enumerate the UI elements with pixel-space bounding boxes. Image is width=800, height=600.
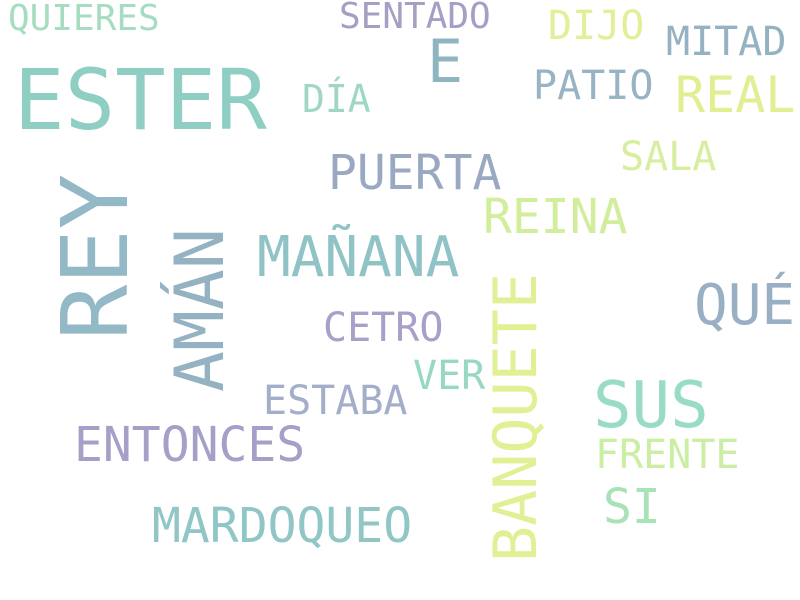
word-puerta: PUERTA — [328, 145, 502, 201]
word-quieres: QUIERES — [8, 0, 160, 39]
word-ester: ESTER — [14, 51, 267, 149]
word-aman: AMÁN — [161, 228, 240, 392]
word-banquete: BANQUETE — [481, 273, 551, 562]
word-si: SI — [603, 479, 661, 535]
word-entonces: ENTONCES — [74, 417, 306, 473]
word-sus: SUS — [593, 369, 709, 443]
word-e: E — [427, 27, 464, 97]
word-sentado: SENTADO — [339, 0, 491, 37]
word-cetro: CETRO — [323, 305, 444, 351]
word-reina: REINA — [483, 189, 628, 245]
word-que: QUÉ — [694, 273, 796, 338]
word-ver: VER — [413, 353, 486, 399]
word-mitad: MITAD — [666, 19, 787, 65]
word-estaba: ESTABA — [263, 378, 408, 424]
word-mardoqueo: MARDOQUEO — [152, 498, 413, 554]
word-patio: PATIO — [533, 63, 654, 109]
word-frente: FRENTE — [595, 432, 740, 478]
word-sala: SALA — [620, 134, 717, 180]
word-dia: DÍA — [302, 77, 371, 121]
word-dijo: DIJO — [548, 3, 645, 49]
word-real: REAL — [675, 66, 796, 124]
word-rey: REY — [42, 173, 149, 340]
word-manana: MAÑANA — [257, 225, 460, 290]
